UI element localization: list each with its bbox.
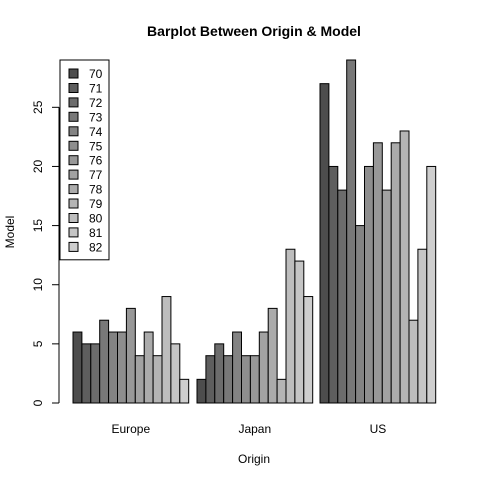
x-tick-label-japan: Japan bbox=[238, 422, 271, 436]
y-tick-label: 20 bbox=[31, 159, 45, 173]
x-axis: Europe Japan US bbox=[111, 422, 386, 436]
bar-us-78 bbox=[390, 142, 401, 404]
y-axis-label: Model bbox=[3, 216, 17, 249]
legend-swatch-79 bbox=[68, 198, 79, 209]
bar-us-73 bbox=[346, 59, 357, 404]
legend-label-70: 70 bbox=[89, 67, 103, 81]
legend-swatch-77 bbox=[68, 169, 79, 180]
bar-japan-74 bbox=[232, 331, 243, 404]
legend-label-77: 77 bbox=[89, 168, 103, 182]
bar-japan-70 bbox=[196, 378, 207, 404]
bar-japan-81 bbox=[294, 260, 305, 404]
legend-label-75: 75 bbox=[89, 139, 103, 153]
bar-europe-80 bbox=[161, 296, 172, 404]
legend-swatch-71 bbox=[68, 83, 79, 93]
legend-swatch-75 bbox=[68, 140, 79, 151]
bar-europe-74 bbox=[108, 331, 118, 404]
legend-label-78: 78 bbox=[89, 183, 103, 197]
bar-europe-79 bbox=[152, 355, 163, 404]
bar-japan-80 bbox=[285, 248, 296, 404]
bar-europe-72 bbox=[90, 343, 101, 404]
bar-europe-70 bbox=[72, 331, 83, 404]
legend-swatch-73 bbox=[68, 111, 79, 122]
legend-label-81: 81 bbox=[89, 226, 103, 240]
legend-label-76: 76 bbox=[89, 154, 103, 168]
bar-japan-73 bbox=[223, 355, 234, 404]
legend-swatch-74 bbox=[68, 126, 79, 137]
y-tick-label: 0 bbox=[31, 399, 45, 406]
y-tick-label: 10 bbox=[31, 278, 45, 292]
bar-europe-76 bbox=[125, 307, 136, 404]
bar-europe-75 bbox=[117, 331, 127, 404]
y-tick-label: 25 bbox=[31, 100, 45, 114]
legend-swatch-72 bbox=[68, 97, 79, 108]
y-tick-label: 5 bbox=[31, 340, 45, 347]
y-tick-label: 15 bbox=[31, 219, 45, 233]
bar-japan-78 bbox=[267, 307, 278, 404]
y-axis: 0 5 10 15 20 25 bbox=[31, 100, 60, 406]
legend-swatch-76 bbox=[68, 155, 79, 166]
x-tick-label-europe: Europe bbox=[111, 422, 150, 436]
bar-us-82 bbox=[426, 165, 437, 404]
legend-label-72: 72 bbox=[89, 96, 103, 110]
x-tick-label-us: US bbox=[370, 422, 387, 436]
bar-us-77 bbox=[381, 189, 392, 404]
bar-us-81 bbox=[417, 248, 428, 404]
legend-box bbox=[59, 59, 110, 261]
bar-us-71 bbox=[328, 165, 339, 404]
bar-us-76 bbox=[372, 142, 383, 404]
legend-swatch-82 bbox=[68, 241, 79, 252]
bar-japan-79 bbox=[276, 378, 287, 404]
legend-label-71: 71 bbox=[89, 82, 103, 96]
bar-europe-71 bbox=[81, 343, 92, 404]
bar-japan-75 bbox=[241, 355, 251, 404]
legend-swatch-81 bbox=[68, 227, 79, 238]
bar-us-75 bbox=[364, 165, 374, 404]
bar-japan-71 bbox=[205, 355, 216, 404]
bar-us-80 bbox=[408, 319, 419, 404]
bars-group bbox=[72, 59, 437, 404]
legend-swatch-80 bbox=[68, 213, 79, 223]
bar-japan-72 bbox=[214, 343, 225, 404]
bar-japan-82 bbox=[303, 296, 314, 404]
legend-swatch-70 bbox=[68, 68, 79, 79]
x-axis-label: Origin bbox=[238, 452, 270, 466]
legend-label-82: 82 bbox=[89, 240, 103, 254]
bar-europe-81 bbox=[170, 343, 181, 404]
bar-japan-76 bbox=[249, 355, 260, 404]
bar-us-72 bbox=[337, 189, 348, 404]
bar-us-79 bbox=[399, 130, 410, 404]
bar-us-74 bbox=[355, 225, 366, 404]
chart-title: Barplot Between Origin & Model bbox=[147, 23, 361, 39]
bar-europe-82 bbox=[179, 378, 190, 404]
legend-label-73: 73 bbox=[89, 110, 103, 124]
bar-us-70 bbox=[319, 83, 330, 404]
legend-label-74: 74 bbox=[89, 125, 103, 139]
bar-europe-73 bbox=[99, 319, 110, 404]
bar-europe-77 bbox=[134, 355, 145, 404]
bar-europe-78 bbox=[143, 331, 154, 404]
legend-label-79: 79 bbox=[89, 197, 103, 211]
bar-japan-77 bbox=[258, 331, 269, 404]
legend-swatch-78 bbox=[68, 184, 79, 195]
legend-label-80: 80 bbox=[89, 212, 103, 226]
